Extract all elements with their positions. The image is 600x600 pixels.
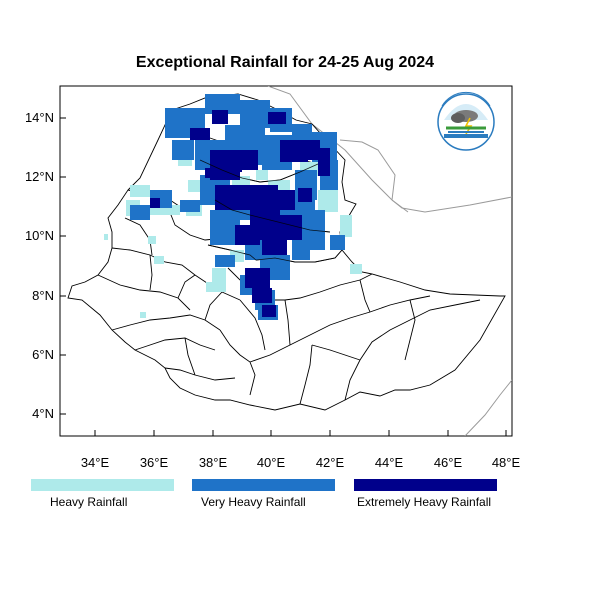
heavy-rainfall-cell [350,264,362,274]
x-tick-label: 38°E [199,455,228,470]
extremely-heavy-rainfall-cell [240,150,258,170]
heavy-rainfall-cell [206,282,226,292]
extremely-heavy-rainfall-cell [228,162,242,172]
extremely-heavy-rainfall-cell [215,185,250,210]
extremely-heavy-rainfall-cell [245,268,270,288]
rainfall-layer [104,94,362,320]
very-heavy-rainfall-cell [215,255,235,267]
y-tick-label: 10°N [25,228,54,243]
y-tick-label: 14°N [25,110,54,125]
very-heavy-rainfall-cell [130,205,150,220]
extremely-heavy-rainfall-cell [252,288,272,303]
extremely-heavy-rainfall-cell [150,198,160,208]
heavy-rainfall-cell [140,312,146,318]
legend-swatch-extreme [354,479,497,491]
very-heavy-rainfall-cell [330,235,345,250]
x-tick-label: 34°E [81,455,110,470]
x-tick-label: 42°E [316,455,345,470]
extremely-heavy-rainfall-cell [190,128,210,140]
x-tick-label: 40°E [257,455,286,470]
heavy-rainfall-cell [150,205,180,215]
extremely-heavy-rainfall-cell [205,168,223,178]
legend-label-very-heavy: Very Heavy Rainfall [201,495,306,509]
legend-label-extreme: Extremely Heavy Rainfall [357,495,492,509]
extremely-heavy-rainfall-cell [212,110,228,124]
map-title: Exceptional Rainfall for 24-25 Aug 2024 [135,54,435,71]
extremely-heavy-rainfall-cell [262,240,287,255]
neighbor-boundaries [267,86,512,436]
very-heavy-rainfall-cell [240,100,270,128]
boundary-overlay [199,159,343,263]
extremely-heavy-rainfall-cell [280,215,302,240]
heavy-rainfall-cell [130,185,150,197]
heavy-rainfall-cell [212,268,226,282]
ethiopian-meteorology-institute-logo [437,91,495,151]
x-tick-label: 48°E [492,455,521,470]
heavy-rainfall-cell [104,234,108,240]
heavy-rainfall-cell [318,190,338,212]
y-tick-label: 8°N [32,288,54,303]
heavy-rainfall-cell [148,236,156,244]
heavy-rainfall-cell [340,215,352,237]
legend-label-heavy: Heavy Rainfall [50,495,128,509]
extremely-heavy-rainfall-cell [268,112,286,124]
heavy-rainfall-cell [154,256,164,264]
x-tick-label: 46°E [434,455,463,470]
very-heavy-rainfall-cell [292,238,310,260]
extremely-heavy-rainfall-cell [300,140,320,160]
x-axis: 34°E 36°E 38°E 40°E 42°E 44°E 46°E 48°E [81,430,521,470]
y-tick-label: 12°N [25,169,54,184]
extremely-heavy-rainfall-cell [262,305,276,317]
extremely-heavy-rainfall-cell [298,188,312,202]
very-heavy-rainfall-cell [180,200,200,212]
heavy-rainfall-cell [256,170,268,180]
x-tick-label: 44°E [375,455,404,470]
legend-swatch-very-heavy [192,479,335,491]
very-heavy-rainfall-cell [172,140,194,160]
legend-swatch-heavy [31,479,174,491]
very-heavy-rainfall-cell [205,94,240,114]
y-tick-label: 6°N [32,347,54,362]
x-tick-label: 36°E [140,455,169,470]
y-axis: 14°N 12°N 10°N 8°N 6°N 4°N [25,110,66,421]
y-tick-label: 4°N [32,406,54,421]
extremely-heavy-rainfall-cell [235,225,260,245]
extremely-heavy-rainfall-cell [318,148,330,176]
